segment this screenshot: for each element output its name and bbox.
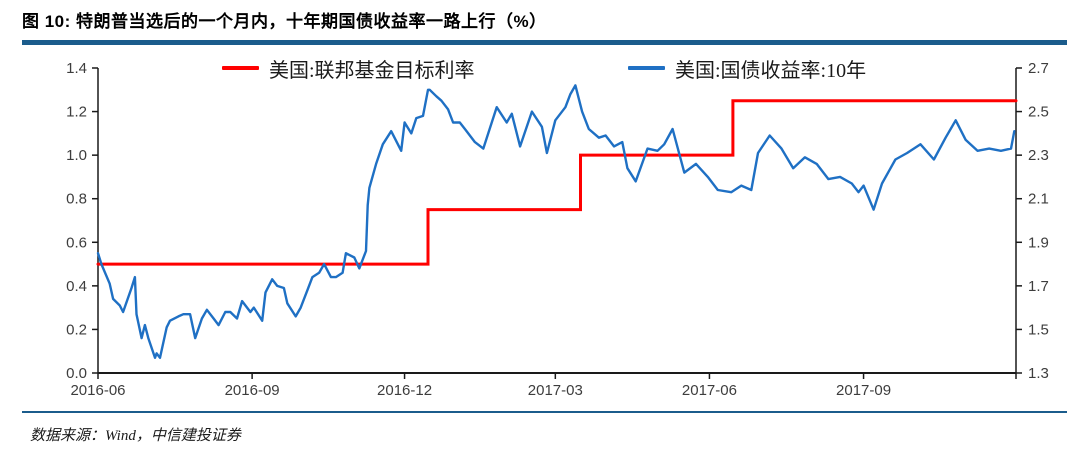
y-axis-left-tick-label: 1.2	[66, 104, 87, 121]
red-line-swatch-icon	[222, 66, 259, 70]
y-axis-right-tick-label: 2.5	[1028, 104, 1049, 121]
y-axis-right-tick-label: 2.3	[1028, 147, 1049, 164]
footer-divider	[22, 411, 1067, 413]
x-axis-tick-label: 2016-12	[377, 382, 432, 399]
y-axis-right-tick-label: 1.9	[1028, 234, 1049, 251]
legend-label-treasury-yield-10y: 美国:国债收益率:10年	[675, 59, 867, 82]
x-axis-tick-label: 2017-03	[528, 382, 583, 399]
y-axis-left-tick-label: 0.2	[66, 321, 87, 338]
chart-legend: 美国:联邦基金目标利率 美国:国债收益率:10年	[0, 54, 1090, 82]
y-axis-right-tick-label: 1.5	[1028, 321, 1049, 338]
legend-item-fed-funds-target-rate: 美国:联邦基金目标利率	[222, 54, 475, 82]
y-axis-right-tick-label: 1.7	[1028, 278, 1049, 295]
y-axis-left-tick-label: 0.4	[66, 278, 87, 295]
y-axis-right-tick-label: 2.1	[1028, 191, 1049, 208]
title-accent-bar	[22, 40, 1067, 45]
blue-line-swatch-icon	[628, 66, 665, 70]
legend-item-treasury-yield-10y: 美国:国债收益率:10年	[628, 54, 866, 82]
data-source-note: 数据来源：Wind，中信建投证券	[30, 428, 241, 444]
treasury-yield-10y-line	[96, 84, 1016, 359]
x-axis-tick-label: 2016-09	[225, 382, 280, 399]
y-axis-left-tick-label: 1.0	[66, 147, 87, 164]
x-axis-tick-label: 2017-09	[836, 382, 891, 399]
y-axis-left-tick-label: 1.4	[66, 60, 87, 77]
x-axis-tick-label: 2016-06	[70, 382, 125, 399]
y-axis-right-tick-label: 1.3	[1028, 365, 1049, 382]
y-axis-left-tick-label: 0.8	[66, 191, 87, 208]
figure-title: 图 10: 特朗普当选后的一个月内，十年期国债收益率一路上行（%）	[22, 12, 547, 31]
y-axis-left-tick-label: 0.6	[66, 234, 87, 251]
fed-funds-target-rate-line	[96, 99, 1018, 266]
x-axis-tick-label: 2017-06	[682, 382, 737, 399]
y-axis-right-tick-label: 2.7	[1028, 60, 1049, 77]
y-axis-left-tick-label: 0.0	[66, 365, 87, 382]
legend-label-fed-funds-target-rate: 美国:联邦基金目标利率	[269, 59, 475, 82]
